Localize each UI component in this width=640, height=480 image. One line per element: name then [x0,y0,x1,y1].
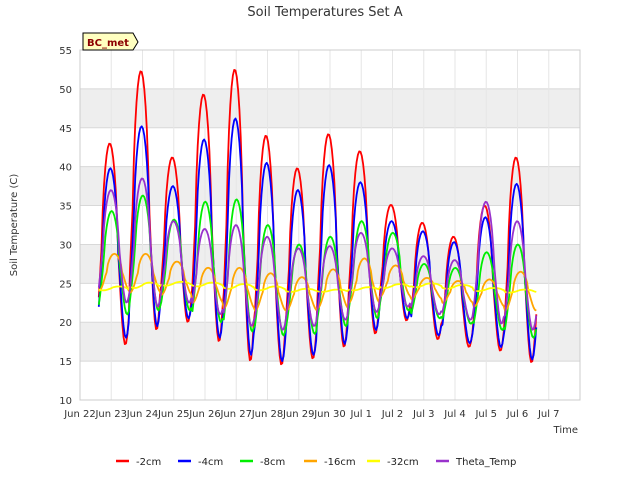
y-tick-label: 55 [59,46,72,57]
x-tick-label: Jun 26 [188,409,221,420]
x-tick-label: Jul 4 [443,409,466,420]
legend-label: -2cm [136,457,161,468]
legend-item: -8cm [240,457,285,468]
y-tick-label: 25 [59,279,72,290]
legend-label: Theta_Temp [455,457,516,468]
legend-item: -16cm [304,457,356,468]
x-tick-label: Jun 30 [313,409,346,420]
x-tick-label: Jun 23 [94,409,127,420]
x-tick-label: Jul 3 [412,409,435,420]
plot-border [79,49,581,401]
y-tick-label: 20 [59,318,72,329]
y-tick-label: 45 [59,124,72,135]
legend-item: -4cm [178,457,223,468]
legend-item: -2cm [116,457,161,468]
series-line-thetatemp [97,177,538,331]
legend-item: Theta_Temp [436,457,516,468]
x-tick-label: Jul 2 [381,409,404,420]
y-tick-label: 50 [59,85,72,96]
legend-label: -16cm [324,457,356,468]
x-tick-label: Jun 25 [157,409,190,420]
legend: -2cm -4cm -8cm -16cm -32cm Theta_Temp [116,457,516,468]
x-axis-label: Time [553,425,578,436]
chart-title: Soil Temperatures Set A [247,5,402,20]
x-tick-label: Jun 24 [126,409,159,420]
x-tick-label: Jun 27 [219,409,252,420]
series-line-32cm [98,280,537,294]
y-tick-label: 35 [59,202,72,213]
legend-item: -32cm [367,457,419,468]
station-badge: BC_met [82,32,139,51]
y-tick-label: 10 [59,396,72,407]
y-axis-label: Soil Temperature (C) [9,174,20,277]
x-tick-label: Jul 1 [349,409,372,420]
x-tick-label: Jul 5 [474,409,497,420]
x-tick-label: Jun 22 [63,409,96,420]
legend-label: -4cm [198,457,223,468]
x-tick-label: Jul 7 [537,409,560,420]
x-tick-label: Jun 29 [282,409,315,420]
legend-label: -32cm [387,457,419,468]
badge-box [82,32,139,51]
y-tick-label: 40 [59,163,72,174]
x-tick-label: Jul 6 [506,409,529,420]
series-layer [97,69,538,366]
legend-label: -8cm [260,457,285,468]
y-tick-label: 15 [59,357,72,368]
badge-text: BC_met [87,38,129,49]
y-tick-label: 30 [59,240,72,251]
x-tick-label: Jun 28 [251,409,284,420]
